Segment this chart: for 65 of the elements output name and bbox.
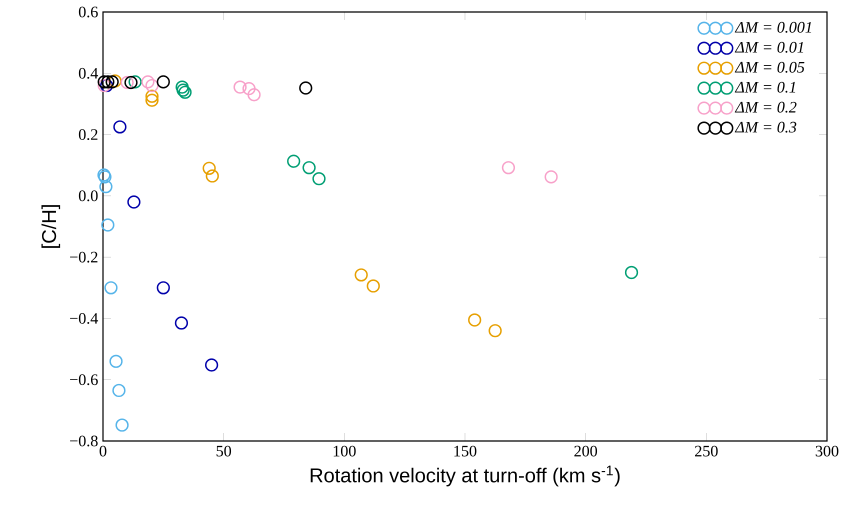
point <box>488 324 502 338</box>
point <box>112 384 126 398</box>
legend-label: ΔM = 0.1 <box>734 82 796 93</box>
point <box>242 82 256 96</box>
legend-label: ΔM = 0.3 <box>734 122 796 133</box>
point <box>106 75 119 88</box>
point <box>141 75 154 88</box>
point <box>287 154 300 168</box>
point <box>468 313 482 327</box>
point <box>104 281 118 294</box>
y-tick-label: 0.4 <box>78 68 98 79</box>
point <box>99 180 112 194</box>
point <box>127 195 140 209</box>
x-tick-label: 0 <box>100 446 106 456</box>
point <box>247 88 261 102</box>
point <box>156 281 170 294</box>
point <box>202 162 216 175</box>
y-tick-label: −0.8 <box>70 436 98 446</box>
point <box>98 78 111 92</box>
legend-label: ΔM = 0.2 <box>734 102 796 113</box>
point <box>354 268 368 282</box>
y-tick-label: −0.4 <box>70 312 98 324</box>
y-tick-label: 0.0 <box>78 190 98 202</box>
x-tick-label: 150 <box>454 446 476 456</box>
y-tick-label: 0.2 <box>78 129 98 140</box>
point <box>100 78 114 92</box>
point <box>113 120 126 134</box>
point <box>502 161 516 174</box>
point <box>124 76 138 90</box>
x-tick-label: 200 <box>574 446 598 456</box>
point <box>120 76 134 90</box>
point <box>544 170 558 184</box>
point <box>145 94 159 107</box>
point <box>205 358 218 372</box>
y-tick-label: 0.6 <box>78 6 98 18</box>
point <box>115 418 129 432</box>
x-axis-title: Rotation velocity at turn-off (km s$^{-1}$) <box>310 466 620 486</box>
y-tick-label: −0.6 <box>70 374 98 386</box>
x-tick-label: 250 <box>695 446 718 456</box>
y-axis-title: [C/H] <box>41 205 60 248</box>
x-tick-label: 300 <box>816 446 838 456</box>
point <box>302 161 316 174</box>
point <box>128 75 142 88</box>
point <box>174 316 188 330</box>
x-tick-label: 100 <box>334 446 356 456</box>
point <box>206 169 219 183</box>
point <box>312 172 326 186</box>
x-tick-label: 50 <box>216 446 232 456</box>
legend-label: ΔM = 0.01 <box>734 42 804 53</box>
point <box>366 279 380 293</box>
point <box>145 90 159 103</box>
point <box>156 75 170 88</box>
point <box>108 74 122 88</box>
point <box>176 80 189 94</box>
point <box>101 218 114 232</box>
point <box>98 75 111 88</box>
point <box>101 75 114 88</box>
legend-label: ΔM = 0.05 <box>734 62 804 73</box>
point <box>145 78 159 92</box>
point <box>624 266 638 280</box>
point <box>299 81 312 95</box>
legend-label: ΔM = 0.001 <box>734 22 812 33</box>
y-tick-label: −0.2 <box>70 252 98 263</box>
point <box>233 80 247 94</box>
point <box>109 354 123 368</box>
